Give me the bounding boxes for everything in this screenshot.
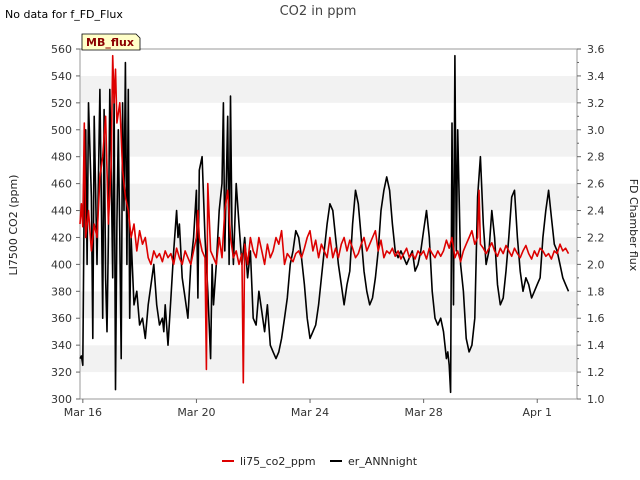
right-tick-label: 1.0 <box>587 393 605 406</box>
right-tick-label: 2.4 <box>587 205 605 218</box>
right-tick-label: 1.8 <box>587 285 605 298</box>
left-tick-label: 460 <box>51 178 72 191</box>
left-tick-label: 520 <box>51 97 72 110</box>
grid-band <box>80 372 577 399</box>
grid-band <box>80 318 577 346</box>
grid-bands <box>80 49 577 399</box>
legend-label-li75-co2-ppm: li75_co2_ppm <box>240 455 316 468</box>
left-tick-label: 420 <box>51 231 72 244</box>
grid-band <box>80 291 577 319</box>
x-tick-label: Mar 24 <box>291 406 329 419</box>
x-tick-label: Apr 1 <box>522 406 552 419</box>
right-tick-label: 1.6 <box>587 312 605 325</box>
right-axis: 1.0 1.2 1.4 1.6 1.8 2.0 2.2 2.4 2.6 2.8 3.0 3.2 3.4 3… <box>577 43 605 406</box>
left-tick-label: 380 <box>51 285 72 298</box>
left-axis: 300 320 340 360 380 400 420 440 460 480 500 520 540 5… <box>51 43 80 406</box>
x-tick-label: Mar 20 <box>177 406 215 419</box>
right-tick-label: 3.6 <box>587 43 605 56</box>
x-tick-label: Mar 28 <box>405 406 443 419</box>
right-tick-label: 3.4 <box>587 70 605 83</box>
right-tick-label: 2.0 <box>587 258 605 271</box>
mb-flux-badge-text: MB_flux <box>86 36 134 49</box>
no-data-note: No data for f_FD_Flux <box>5 8 123 21</box>
right-tick-label: 1.4 <box>587 339 605 352</box>
x-axis: Mar 16 Mar 20 Mar 24 Mar 28 Apr 1 <box>64 399 552 419</box>
left-tick-label: 480 <box>51 151 72 164</box>
grid-band <box>80 75 577 103</box>
series-layer <box>79 54 570 394</box>
left-tick-label: 320 <box>51 366 72 379</box>
series-line-er-ANNnight <box>79 54 570 394</box>
legend: li75_co2_ppm er_ANNnight <box>222 455 418 468</box>
left-tick-label: 400 <box>51 258 72 271</box>
right-tick-label: 3.2 <box>587 97 605 110</box>
legend-label-er-ANNnight: er_ANNnight <box>348 455 418 468</box>
left-tick-label: 360 <box>51 312 72 325</box>
grid-band <box>80 129 577 157</box>
grid-band <box>80 156 577 184</box>
left-tick-label: 340 <box>51 339 72 352</box>
grid-band <box>80 49 577 76</box>
left-axis-label: LI7500 CO2 (ppm) <box>7 175 20 276</box>
right-tick-label: 3.0 <box>587 124 605 137</box>
right-axis-label: FD Chamber flux <box>627 179 640 272</box>
grid-band <box>80 345 577 373</box>
right-tick-label: 2.6 <box>587 178 605 191</box>
right-tick-label: 2.2 <box>587 231 605 244</box>
chart-title: CO2 in ppm <box>280 4 357 19</box>
right-tick-label: 1.2 <box>587 366 605 379</box>
right-tick-label: 2.8 <box>587 151 605 164</box>
grid-band <box>80 102 577 130</box>
left-tick-label: 440 <box>51 205 72 218</box>
left-tick-label: 560 <box>51 43 72 56</box>
left-tick-label: 500 <box>51 124 72 137</box>
series-line-li75-co2-ppm <box>79 54 570 384</box>
left-tick-label: 540 <box>51 70 72 83</box>
grid-band <box>80 264 577 292</box>
grid-band <box>80 183 577 211</box>
x-tick-label: Mar 16 <box>64 406 102 419</box>
left-tick-label: 300 <box>51 393 72 406</box>
mb-flux-badge: MB_flux <box>81 33 141 51</box>
